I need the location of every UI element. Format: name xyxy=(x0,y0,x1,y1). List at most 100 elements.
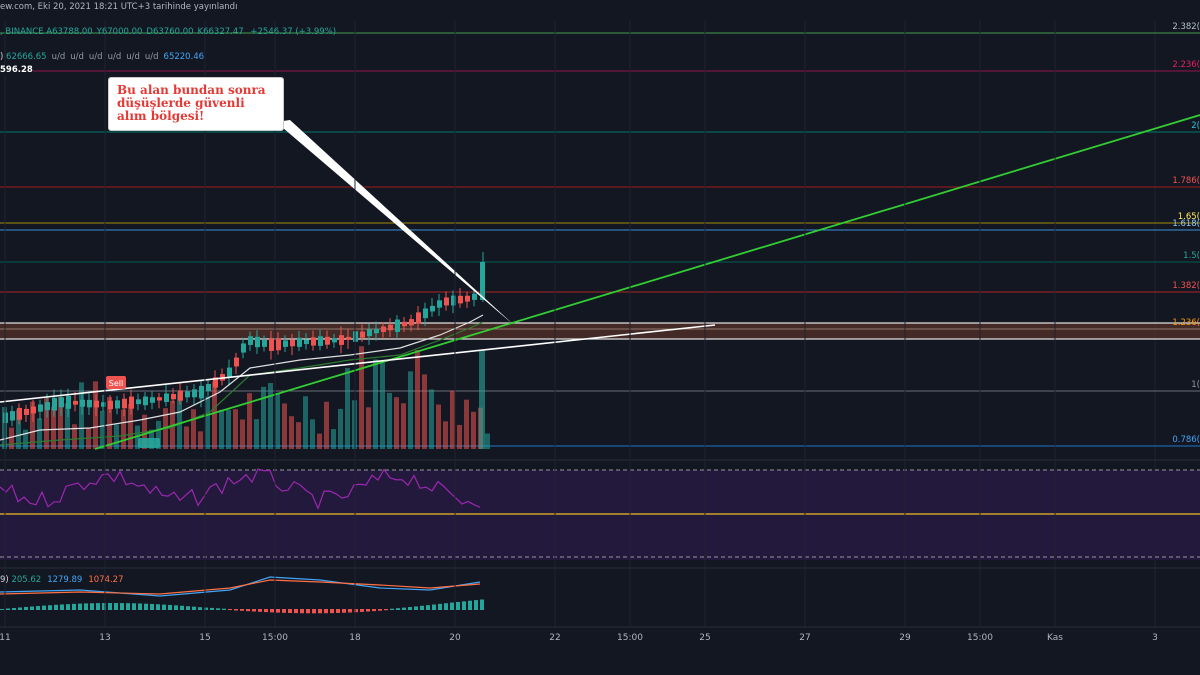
macd-bar xyxy=(258,609,262,612)
volume-bar xyxy=(422,374,427,449)
time-axis-label: 25 xyxy=(699,633,711,643)
volume-bar xyxy=(310,419,315,449)
volume-bar xyxy=(471,411,476,449)
published-line: ew.com, Eki 20, 2021 18:21 UTC+3 tarihin… xyxy=(0,2,238,12)
ohlc-value: Y67000.00 xyxy=(96,27,143,37)
volume-bar xyxy=(345,367,350,449)
candle-body xyxy=(122,398,127,409)
macd-bar xyxy=(378,609,382,611)
volume-bar xyxy=(107,397,112,449)
macd-bar xyxy=(180,605,184,610)
volume-bar xyxy=(177,392,182,449)
candle-body xyxy=(451,295,456,306)
annotation-line: düşüşlerde güvenli xyxy=(117,96,245,110)
time-axis-label: 29 xyxy=(899,633,911,643)
macd-bar xyxy=(324,609,328,614)
candle-body xyxy=(395,319,400,332)
volume-bar xyxy=(457,424,462,449)
macd-bar xyxy=(6,608,10,610)
macd-bar xyxy=(210,607,214,610)
volume-bar xyxy=(436,404,441,449)
candle-body xyxy=(150,397,155,403)
volume-bar xyxy=(212,381,217,449)
candle-body xyxy=(290,339,295,347)
candle-body xyxy=(360,331,365,338)
ma-value: u/d xyxy=(51,52,66,62)
volume-bar xyxy=(30,401,35,449)
macd-bar xyxy=(126,603,130,610)
ma-line-white xyxy=(0,314,484,441)
volume-bar xyxy=(296,422,301,449)
volume-bar xyxy=(338,408,343,449)
macd-bar xyxy=(30,606,34,610)
macd-bar xyxy=(42,605,46,610)
volume-bar xyxy=(79,382,84,449)
ma-value: u/d xyxy=(144,52,159,62)
candle-body xyxy=(206,384,211,392)
volume-bar xyxy=(23,429,28,449)
macd-bar xyxy=(0,609,4,610)
candle-body xyxy=(59,397,64,408)
macd-bar xyxy=(438,603,442,610)
ohlc-row: , BINANCE A63788.00 Y67000.00 D63760.00 K66… xyxy=(0,27,336,37)
fib-level-label: 1( xyxy=(1191,380,1200,390)
candle-body xyxy=(45,402,50,411)
volume-value: 596.28 xyxy=(0,65,33,75)
macd-bar xyxy=(306,609,310,614)
candle-body xyxy=(311,337,316,346)
fib-level-label: 1.618( xyxy=(1172,219,1200,229)
candle-body xyxy=(367,329,372,337)
candle-body xyxy=(416,312,421,324)
candle-body xyxy=(227,367,232,377)
candle-body xyxy=(255,336,260,348)
ohlc-value: D63760.00 xyxy=(146,27,194,37)
candle-body xyxy=(430,305,435,312)
candle-body xyxy=(409,319,414,326)
green-trendline xyxy=(94,114,1200,450)
macd-bar xyxy=(12,607,16,610)
candle-body xyxy=(234,357,239,367)
volume-bar xyxy=(16,409,21,449)
annotation-callout[interactable]: Bu alan bundan sonra düşüşlerde güvenli … xyxy=(108,77,284,131)
candle-body xyxy=(269,338,274,351)
macd-bar xyxy=(96,603,100,610)
candle-body xyxy=(10,411,15,421)
candle-body xyxy=(52,397,57,411)
annotation-line: Bu alan bundan sonra xyxy=(117,83,266,97)
macd-bar xyxy=(408,607,412,610)
macd-bar xyxy=(420,605,424,610)
macd-bar xyxy=(396,608,400,610)
macd-bar xyxy=(198,607,202,610)
time-axis-label: 11 xyxy=(0,633,11,643)
annotation-line: alım bölgesi! xyxy=(117,109,205,123)
rsi-line xyxy=(0,468,481,511)
macd-bar xyxy=(456,601,460,610)
ma-value: u/d xyxy=(88,52,103,62)
macd-bar xyxy=(390,608,394,610)
macd-bar xyxy=(234,609,238,611)
macd-bar xyxy=(150,603,154,610)
fib-level-label: 1.5( xyxy=(1183,251,1200,261)
buy-marker xyxy=(138,438,160,448)
candle-body xyxy=(178,390,183,401)
macd-bar xyxy=(138,603,142,610)
candle-body xyxy=(346,336,351,340)
macd-bar xyxy=(120,603,124,610)
candle-body xyxy=(297,337,302,347)
volume-bar xyxy=(324,401,329,449)
volume-bar xyxy=(233,409,238,449)
volume-bar xyxy=(184,426,189,449)
ma-value: 62666.65 xyxy=(6,52,47,62)
time-axis-label: 15 xyxy=(199,633,211,643)
ma-value: 65220.46 xyxy=(163,52,205,62)
volume-bar xyxy=(282,403,287,449)
macd-bar xyxy=(78,603,82,610)
macd-row: 9) 205.62 1279.89 1074.27 xyxy=(0,575,130,585)
macd-prefix: 9) xyxy=(0,575,12,585)
candle-body xyxy=(472,293,477,300)
candle-body xyxy=(192,389,197,398)
macd-bar xyxy=(168,604,172,610)
fib-level-label: 2.382( xyxy=(1172,22,1200,32)
